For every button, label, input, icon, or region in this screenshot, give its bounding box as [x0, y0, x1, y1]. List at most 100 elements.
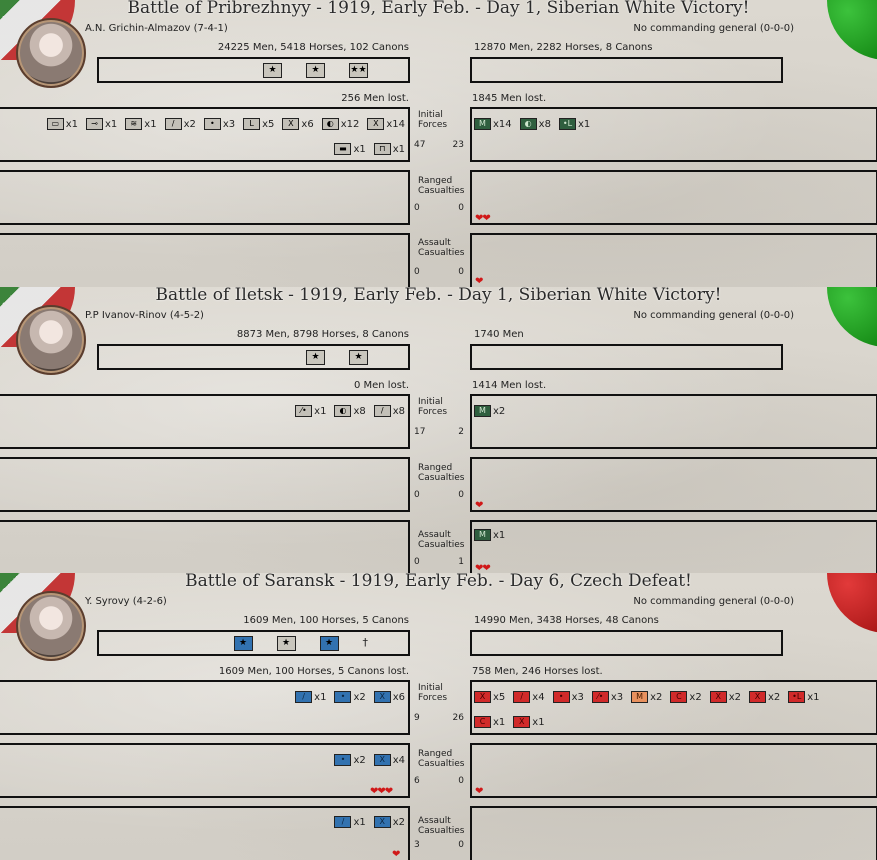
unit-counter-icon[interactable]: ◐ [321, 118, 339, 130]
right-ranged-count: 0 [458, 203, 464, 213]
general-star-icon[interactable]: ★ [306, 63, 325, 78]
commander-portrait-icon[interactable] [16, 18, 86, 88]
unit-counter-icon[interactable]: M [474, 405, 491, 417]
unit-counter-icon[interactable]: X [373, 754, 391, 766]
unit-entry[interactable]: ▬ x1 [334, 143, 366, 155]
initial-forces-label: Initial Forces [418, 683, 448, 703]
general-star-icon[interactable]: ★ [319, 636, 339, 651]
unit-entry[interactable]: • x2 [334, 691, 366, 703]
left-unit-list: ⁄• x1 ◐ x8/x8 [295, 405, 405, 417]
assault-casualties-label: Assault Casualties [418, 238, 465, 258]
general-star-icon[interactable]: ★ [306, 350, 325, 365]
unit-counter-icon[interactable]: ⁄• [591, 691, 609, 703]
unit-counter-icon[interactable]: C [670, 691, 688, 703]
unit-counter-icon[interactable]: ◐ [334, 405, 352, 417]
unit-entry[interactable]: / x8 [373, 405, 405, 417]
unit-counter-icon[interactable]: •L [558, 118, 576, 130]
right-ranged-count: 0 [458, 490, 464, 500]
left-unit-list: ▬ x1 ⊓ x1 [334, 143, 405, 155]
unit-entry[interactable]: ≋ x1 [125, 118, 157, 130]
unit-counter-icon[interactable]: / [334, 816, 352, 828]
general-star-icon[interactable]: ★ [233, 636, 253, 651]
unit-counter-icon[interactable]: / [295, 691, 313, 703]
unit-count: x1 [314, 405, 327, 417]
general-stars-icon[interactable]: ★★ [349, 63, 368, 78]
left-ranged-count: 0 [414, 203, 420, 213]
left-assault-count: 0 [414, 557, 420, 567]
general-star-icon[interactable]: ★ [263, 63, 282, 78]
unit-counter-icon[interactable]: • [334, 691, 352, 703]
unit-entry[interactable]: ⊓ x1 [373, 143, 405, 155]
dead-general-icon[interactable]: † [362, 636, 369, 649]
unit-counter-icon[interactable]: ◐ [519, 118, 537, 130]
unit-counter-icon[interactable]: ⁄• [295, 405, 313, 417]
unit-entry[interactable]: • x3 [552, 691, 584, 703]
unit-entry[interactable]: ◐ x8 [334, 405, 366, 417]
left-ranged-box [0, 170, 410, 225]
unit-counter-icon[interactable]: X [373, 816, 391, 828]
unit-entry[interactable]: ⊸ x1 [86, 118, 117, 130]
unit-count: x8 [353, 405, 366, 417]
unit-counter-icon[interactable]: ▬ [334, 143, 352, 155]
unit-counter-icon[interactable]: • [203, 118, 221, 130]
unit-counter-icon[interactable]: M [631, 691, 649, 703]
right-assault-box [470, 520, 877, 574]
unit-counter-icon[interactable]: X [282, 118, 300, 130]
unit-counter-icon[interactable]: •L [788, 691, 806, 703]
unit-counter-icon[interactable]: X [373, 691, 391, 703]
unit-counter-icon[interactable]: X [709, 691, 727, 703]
unit-entry[interactable]: • x2 [334, 754, 366, 766]
unit-counter-icon[interactable]: • [552, 691, 570, 703]
unit-counter-icon[interactable]: ⊓ [373, 143, 391, 155]
left-strength: 1609 Men, 100 Horses, 5 Canons [243, 615, 409, 626]
unit-counter-icon[interactable]: X [367, 118, 385, 130]
unit-counter-icon[interactable]: ⊸ [86, 118, 103, 130]
unit-entry[interactable]: / x2 [164, 118, 196, 130]
general-star-icon[interactable]: ★ [276, 636, 296, 651]
unit-counter-icon[interactable]: X [748, 691, 766, 703]
unit-entry[interactable]: / x4 [513, 691, 545, 703]
unit-counter-icon[interactable]: ▭ [46, 118, 64, 130]
general-star-icon[interactable]: ★ [349, 350, 368, 365]
unit-counter-icon[interactable]: / [513, 691, 531, 703]
commander-portrait-icon[interactable] [16, 305, 86, 375]
unit-entry[interactable]: ⁄• x3 [591, 691, 623, 703]
unit-counter-icon[interactable]: M [474, 529, 491, 541]
unit-counter-icon[interactable]: ≋ [125, 118, 143, 130]
unit-entry[interactable]: •L x1 [788, 691, 820, 703]
unit-entry[interactable]: ⁄• x1 [295, 405, 326, 417]
right-assault-hearts-icon: ❤❤ [475, 563, 491, 574]
unit-counter-icon[interactable]: / [164, 118, 182, 130]
unit-entry[interactable]: •L x1 [558, 118, 590, 130]
commander-portrait-icon[interactable] [16, 591, 86, 661]
unit-entry[interactable]: / x1 [334, 816, 366, 828]
unit-counter-icon[interactable]: / [373, 405, 391, 417]
unit-entry[interactable]: / x1 [295, 691, 326, 703]
unit-counter-icon[interactable]: M [474, 118, 491, 130]
unit-entry[interactable]: ◐ x8 [519, 118, 551, 130]
unit-entry[interactable]: ▭ x1 [46, 118, 78, 130]
unit-counter-icon[interactable]: X [513, 716, 531, 728]
unit-counter-icon[interactable]: • [334, 754, 352, 766]
unit-entry[interactable]: ◐ x12 [321, 118, 359, 130]
unit-entry[interactable]: • x3 [203, 118, 235, 130]
unit-counter-icon[interactable]: X [474, 691, 491, 703]
unit-counter-icon[interactable]: L [243, 118, 261, 130]
unit-counter-icon[interactable]: C [474, 716, 491, 728]
